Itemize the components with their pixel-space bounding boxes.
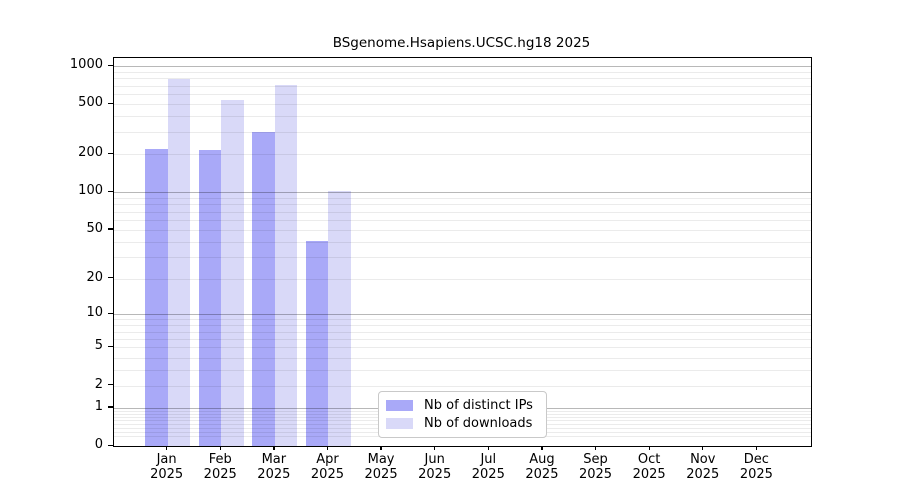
minor-gridline [114,369,811,371]
legend-swatch-distinct-ips [386,400,413,411]
y-axis-tick [108,312,113,314]
y-axis-tick [108,152,113,155]
minor-gridline [114,154,811,156]
y-axis-tick-label: 1 [94,398,103,414]
x-axis-tick-label: Jul 2025 [471,452,505,482]
bar-mar-distinct-ips [252,132,275,446]
minor-gridline [114,132,811,134]
y-axis-tick [108,345,113,348]
minor-gridline [114,204,811,206]
bar-feb-downloads [221,99,244,446]
minor-gridline [114,85,811,87]
y-axis-tick [108,444,113,446]
minor-gridline [114,331,811,333]
y-axis-tick-label: 2 [94,376,103,392]
bar-mar-downloads [274,84,298,446]
minor-gridline [114,385,811,387]
x-axis-tick-label: Sep 2025 [578,452,613,482]
y-axis-tick [108,384,113,386]
legend-label-distinct-ips: Nb of distinct IPs [424,398,533,413]
minor-gridline [114,229,811,231]
x-axis-tick [380,446,382,451]
y-axis-tick-label: 10 [86,305,103,321]
x-axis-tick-label: May 2025 [364,452,398,482]
minor-gridline [114,78,811,80]
bar-apr-downloads [328,190,351,446]
bar-feb-distinct-ips [198,150,222,446]
legend-item-distinct-ips: Nb of distinct IPs [386,398,546,413]
minor-gridline [114,211,811,213]
minor-gridline [114,71,811,73]
x-axis-tick [434,446,436,451]
x-axis-tick-label: Dec 2025 [739,452,773,482]
x-axis-tick [219,446,221,451]
major-gridline [114,66,811,68]
minor-gridline [114,116,811,118]
y-axis-tick [108,190,113,193]
minor-gridline [114,197,811,199]
x-axis-tick-label: Feb 2025 [203,452,237,482]
y-axis-tick-label: 5 [94,338,103,354]
chart-title: BSgenome.Hsapiens.UCSC.hg18 2025 [332,35,591,51]
plot-area [113,57,812,447]
minor-gridline [114,357,811,359]
x-axis-tick-label: Jun 2025 [418,452,452,482]
minor-gridline [114,94,811,96]
legend: Nb of distinct IPs Nb of downloads [378,391,547,438]
bar-apr-distinct-ips [305,240,329,446]
x-axis-tick [487,446,489,451]
minor-gridline [114,325,811,327]
minor-gridline [114,104,811,106]
y-axis-tick-label: 20 [86,269,103,285]
x-axis-tick [326,446,329,451]
y-axis-tick [108,102,113,104]
x-axis-tick-label: Nov 2025 [686,452,720,482]
x-axis-tick-label: Jan 2025 [150,452,184,482]
minor-gridline [114,347,811,349]
legend-swatch-downloads [386,418,413,429]
legend-label-downloads: Nb of downloads [424,416,533,431]
x-axis-tick [541,446,543,451]
x-axis-tick-label: Oct 2025 [632,452,666,482]
y-axis-tick [108,277,113,279]
y-axis-tick-label: 500 [78,95,103,111]
x-axis-tick [702,446,704,451]
x-axis-tick-label: Mar 2025 [257,452,291,482]
x-axis-tick [273,446,275,451]
bar-jan-downloads [167,79,191,446]
x-axis-tick [648,446,650,451]
y-axis-tick [108,64,113,66]
y-axis-tick-label: 200 [78,145,103,161]
minor-gridline [114,319,811,321]
y-axis-tick-label: 1000 [69,57,103,73]
minor-gridline [114,278,811,280]
minor-gridline [114,241,811,243]
major-gridline [114,192,811,194]
y-axis-tick-label: 100 [78,183,103,199]
y-axis-tick-label: 50 [86,220,103,236]
y-axis-tick [108,228,113,230]
y-axis-tick-label: 0 [94,437,103,452]
x-axis-tick-label: Aug 2025 [525,452,559,482]
x-axis-tick [594,446,597,451]
major-gridline [114,314,811,316]
minor-gridline [114,257,811,259]
legend-item-downloads: Nb of downloads [386,416,546,431]
x-axis-tick [166,446,168,451]
minor-gridline [114,339,811,340]
minor-gridline [114,219,811,221]
x-axis-tick-label: Apr 2025 [310,452,344,482]
x-axis-tick [755,446,758,451]
bar-jan-distinct-ips [145,149,168,446]
y-axis-tick [108,406,113,408]
